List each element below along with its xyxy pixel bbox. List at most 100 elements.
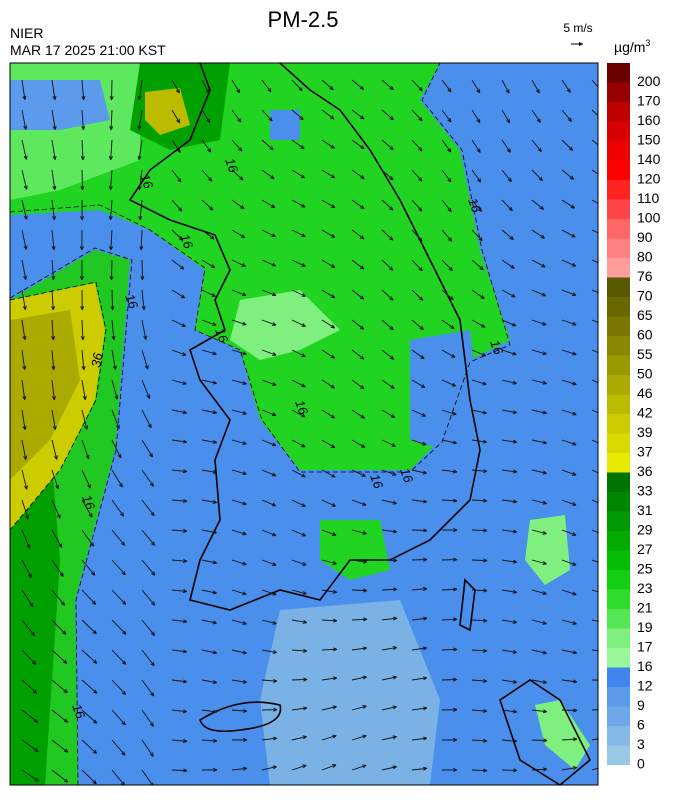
wind-arrow (111, 559, 126, 576)
wind-arrow (261, 439, 277, 447)
wind-arrow (591, 499, 598, 504)
wind-arrow (321, 319, 336, 329)
wind-arrow (81, 409, 88, 430)
wind-arrow (591, 767, 598, 771)
wind-arrow (137, 109, 143, 131)
wind-arrow (441, 617, 458, 622)
wind-arrow (321, 409, 336, 419)
colorbar-segment (607, 628, 630, 648)
wind-arrow (471, 199, 482, 212)
wind-arrow (381, 646, 398, 651)
contour-label: 16 (122, 292, 141, 311)
colorbar-label: 140 (637, 151, 661, 167)
wind-arrow (291, 169, 306, 179)
wind-arrow (21, 259, 28, 280)
wind-arrow (111, 679, 127, 696)
wind-arrow (51, 79, 57, 101)
wind-arrow (141, 409, 152, 429)
wind-arrow (111, 589, 127, 605)
map-frame (9, 62, 599, 786)
colorbar-label: 9 (637, 697, 645, 713)
wind-arrow (411, 319, 424, 331)
wind-arrow (381, 199, 394, 211)
wind-arrow (201, 738, 218, 743)
wind-arrow (561, 349, 577, 356)
wind-arrow (411, 349, 425, 360)
wind-arrow (501, 679, 518, 684)
wind-arrow (561, 679, 578, 684)
wind-arrow (591, 229, 598, 234)
wind-arrow (381, 529, 398, 534)
wind-arrow (441, 139, 452, 153)
wind-arrow (81, 619, 97, 635)
wind-arrow (531, 409, 547, 415)
wind-arrow (441, 259, 453, 272)
wind-arrow (411, 676, 428, 681)
wind-arrow (201, 289, 216, 297)
wind-arrow (471, 289, 485, 300)
wind-arrow (111, 499, 125, 517)
unit-text: µg/m (614, 39, 645, 55)
wind-arrow (291, 349, 306, 358)
wind-arrow (21, 409, 27, 430)
wind-arrow (79, 259, 84, 281)
wind-arrow (21, 499, 29, 520)
wind-arrow (471, 678, 488, 683)
wind-arrow (109, 79, 114, 101)
wind-arrow (381, 735, 397, 741)
wind-arrow (501, 109, 511, 124)
wind-arrow (261, 409, 277, 416)
wind-arrow (231, 109, 242, 123)
wind-arrow (591, 559, 598, 563)
wind-scale-arrowhead (579, 42, 583, 46)
wind-arrow (441, 557, 458, 562)
wind-arrow (591, 738, 598, 741)
wind-arrow (171, 679, 188, 684)
wind-arrow (591, 259, 598, 264)
wind-arrow (51, 709, 69, 723)
wind-arrow (351, 139, 365, 150)
contour-label: 16 (69, 702, 88, 721)
contour-labels: 16 16 16 16 16 16 16 16 16 36 16 16 16 (69, 156, 506, 721)
wind-arrow (291, 319, 306, 327)
wind-arrow (231, 319, 247, 326)
colorbar-segment (607, 336, 630, 356)
colorbar: 0369121617192123252729313336373942465055… (607, 63, 661, 772)
wind-arrow (351, 379, 365, 390)
colorbar-segment (607, 219, 630, 239)
wind-arrow (591, 379, 598, 384)
colorbar-label: 3 (637, 736, 645, 752)
contour-label: 16 (137, 172, 156, 191)
south-green (320, 520, 390, 580)
wind-arrow (471, 319, 486, 328)
wind-arrow (591, 619, 598, 622)
wind-arrow (171, 739, 188, 743)
wind-arrow (201, 169, 213, 182)
wind-arrow (561, 529, 577, 536)
wind-arrow (291, 139, 305, 150)
wind-arrow (141, 679, 155, 697)
wind-arrow (411, 499, 428, 504)
wind-arrow (201, 139, 212, 153)
wind-arrow (51, 559, 64, 577)
colorbar-segment (607, 121, 630, 141)
wind-arrow (411, 259, 423, 272)
blue-patch (10, 80, 110, 130)
wind-arrow (381, 439, 396, 447)
wind-arrow (51, 499, 61, 519)
wind-arrow (471, 409, 487, 415)
colorbar-segment (607, 706, 630, 726)
wind-arrow (471, 588, 488, 593)
wind-arrow (501, 169, 512, 183)
wind-arrow (381, 705, 397, 711)
wind-arrow (201, 349, 217, 356)
wind-arrow (381, 469, 397, 476)
wind-arrow (21, 739, 39, 753)
wind-arrow (108, 199, 113, 221)
wind-arrow (531, 319, 547, 326)
wind-arrow (81, 529, 95, 547)
colorbar-segment (607, 550, 630, 570)
wind-arrow (411, 469, 427, 475)
blue-patch (410, 330, 480, 450)
wind-arrow (111, 319, 116, 341)
